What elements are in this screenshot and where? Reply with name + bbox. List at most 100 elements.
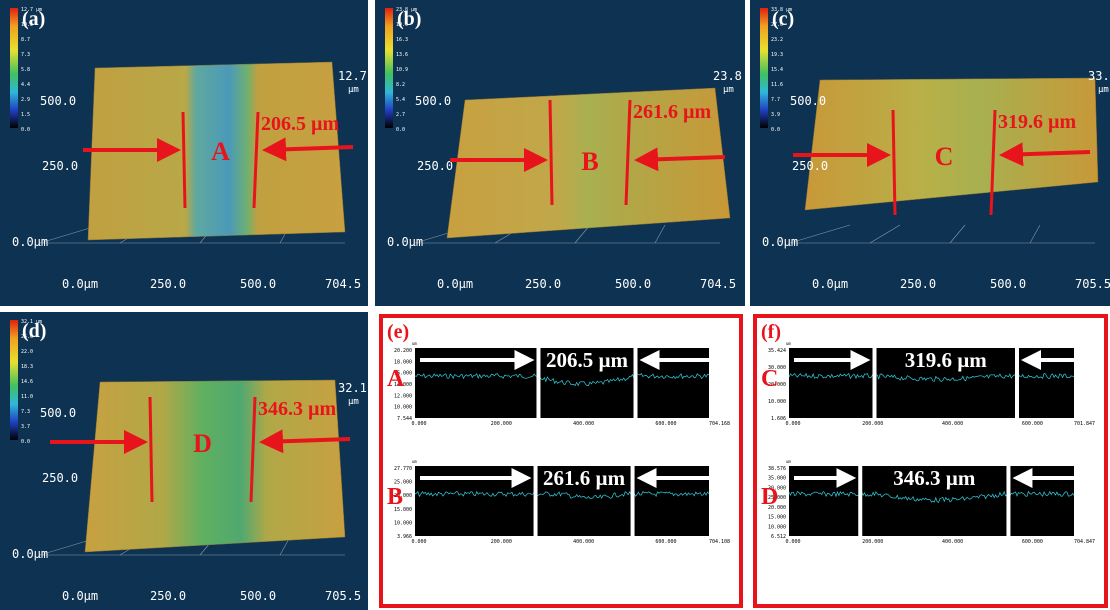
colorbar (10, 8, 18, 128)
colorbar-label: 11.0 (21, 394, 33, 400)
colorbar-label: 10.9 (396, 67, 408, 73)
colorbar-label: 11.6 (771, 82, 783, 88)
x-label: 0.0µm (437, 277, 473, 291)
x-tick-label: 200.000 (862, 421, 883, 427)
x-tick-label: 704.847 (1074, 539, 1095, 545)
profile-panel: (e)um20.20018.00016.00014.00012.00010.00… (381, 316, 741, 606)
y-label: 500.0 (790, 94, 826, 108)
profile-letter: B (387, 484, 403, 510)
colorbar-label: 3.9 (771, 112, 780, 118)
boundary-line (550, 100, 552, 205)
x-label: 250.0 (525, 277, 561, 291)
surface-panel: 32.1 µm25.622.018.314.611.07.33.70.0(d)3… (0, 312, 368, 610)
z-top-label: 12.7 (338, 69, 367, 83)
colorbar-label: 2.7 (396, 112, 405, 118)
x-tick-label: 600.000 (1022, 539, 1043, 545)
y-tick-label: 7.544 (397, 416, 412, 422)
region-marker: A (211, 137, 230, 166)
colorbar-label: 15.4 (771, 67, 783, 73)
y-tick-label: 27.770 (394, 466, 412, 472)
x-tick-label: 600.000 (655, 539, 676, 545)
y-tick-label: 38.576 (768, 466, 786, 472)
region-marker: B (581, 147, 598, 176)
width-label: 319.6 µm (998, 111, 1077, 133)
colorbar-label: 7.7 (771, 97, 780, 103)
y-tick-label: 35.000 (768, 476, 786, 482)
width-label: 346.3 µm (893, 466, 976, 490)
region-marker: C (935, 142, 954, 171)
width-label: 261.6 µm (633, 101, 712, 123)
figure: 12.7 µm10.28.77.35.84.42.91.50.0(a)12.7µ… (0, 0, 1110, 610)
y-label: 0.0µm (762, 235, 798, 249)
panel-label: (d) (22, 320, 46, 342)
axis-unit: um (786, 341, 791, 346)
width-label: 319.6 µm (905, 348, 988, 372)
colorbar (760, 8, 768, 128)
colorbar-label: 0.0 (21, 127, 30, 133)
panel-label: (a) (22, 8, 45, 30)
colorbar-label: 13.6 (396, 52, 408, 58)
y-label: 250.0 (42, 471, 78, 485)
y-label: 500.0 (40, 94, 76, 108)
y-tick-label: 6.512 (771, 534, 786, 540)
colorbar-label: 8.2 (396, 82, 405, 88)
x-label: 705.5 (1075, 277, 1110, 291)
x-label: 250.0 (150, 277, 186, 291)
x-tick-label: 600.000 (655, 421, 676, 427)
panel-label: (e) (387, 321, 409, 343)
x-label: 705.5 (325, 589, 361, 603)
z-unit: µm (348, 397, 359, 407)
y-label: 0.0µm (12, 235, 48, 249)
z-top-label: 32.1 (338, 381, 367, 395)
x-tick-label: 400.000 (942, 421, 963, 427)
colorbar-label: 3.7 (21, 424, 30, 430)
y-label: 0.0µm (387, 235, 423, 249)
x-tick-label: 0.000 (785, 539, 800, 545)
x-label: 500.0 (240, 589, 276, 603)
y-tick-label: 20.200 (394, 348, 412, 354)
x-label: 0.0µm (812, 277, 848, 291)
profile-letter: C (761, 366, 778, 392)
x-label: 0.0µm (62, 589, 98, 603)
x-tick-label: 0.000 (785, 421, 800, 427)
colorbar-label: 8.7 (21, 37, 30, 43)
colorbar-label: 16.3 (396, 37, 408, 43)
colorbar-label: 7.3 (21, 409, 30, 415)
y-tick-label: 10.000 (394, 520, 412, 526)
z-unit: µm (1098, 85, 1109, 95)
colorbar (10, 320, 18, 440)
boundary-line (893, 110, 895, 215)
x-label: 704.5 (700, 277, 736, 291)
axis-unit: um (786, 459, 791, 464)
colorbar-label: 23.2 (771, 37, 783, 43)
y-label: 250.0 (792, 159, 828, 173)
y-tick-label: 10.000 (768, 524, 786, 530)
colorbar-label: 5.8 (21, 67, 30, 73)
x-label: 500.0 (990, 277, 1026, 291)
x-tick-label: 200.000 (491, 539, 512, 545)
colorbar-label: 0.0 (396, 127, 405, 133)
x-label: 0.0µm (62, 277, 98, 291)
surface-panel: 12.7 µm10.28.77.35.84.42.91.50.0(a)12.7µ… (0, 0, 368, 306)
y-label: 250.0 (42, 159, 78, 173)
y-tick-label: 35.424 (768, 348, 786, 354)
x-tick-label: 400.000 (573, 421, 594, 427)
colorbar-label: 5.4 (396, 97, 405, 103)
colorbar-label: 1.5 (21, 112, 30, 118)
y-tick-label: 12.000 (394, 393, 412, 399)
surface-panel: 33.8 µm27.023.219.315.411.67.73.90.0(c)3… (750, 0, 1110, 306)
colorbar-label: 22.0 (21, 349, 33, 355)
x-tick-label: 400.000 (942, 539, 963, 545)
profile-letter: A (387, 366, 405, 392)
profile-letter: D (761, 484, 778, 510)
width-label: 206.5 µm (261, 113, 340, 135)
width-label: 206.5 µm (546, 348, 629, 372)
y-tick-label: 18.000 (394, 359, 412, 365)
y-tick-label: 10.000 (768, 399, 786, 405)
panel-label: (f) (761, 321, 781, 343)
y-label: 0.0µm (12, 547, 48, 561)
x-tick-label: 0.000 (411, 421, 426, 427)
y-tick-label: 3.966 (397, 534, 412, 540)
region-marker: D (193, 429, 212, 458)
